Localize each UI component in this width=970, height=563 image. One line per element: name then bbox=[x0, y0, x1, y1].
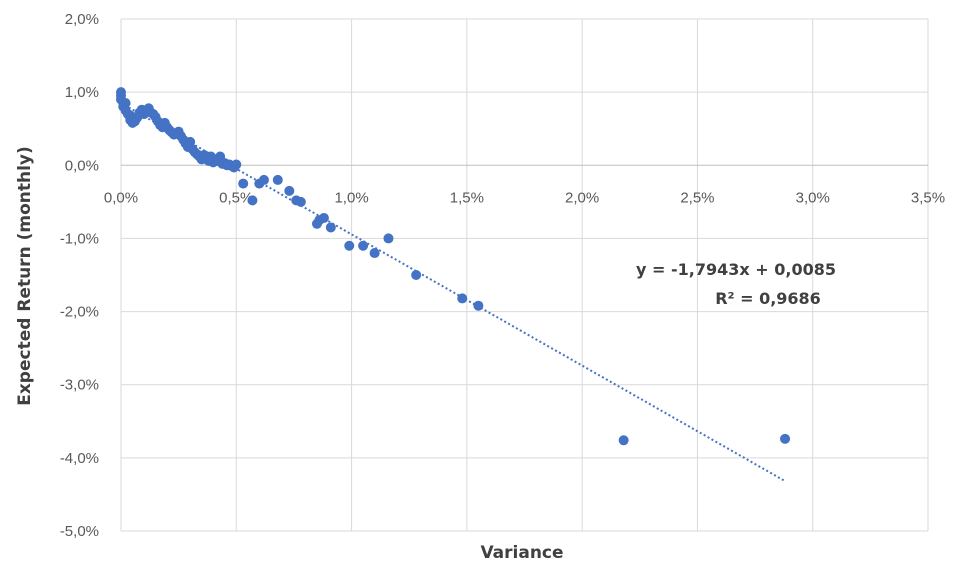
gridlines bbox=[120, 18, 929, 532]
y-tick-label: 0,0% bbox=[65, 157, 99, 174]
data-point bbox=[318, 212, 329, 223]
data-point bbox=[284, 185, 295, 196]
data-point bbox=[369, 248, 380, 259]
y-tick-label: 1,0% bbox=[65, 84, 99, 101]
y-tick-label: -4,0% bbox=[60, 450, 99, 467]
trendline-r2: R² = 0,9686 bbox=[715, 289, 821, 308]
x-tick-label: 1,5% bbox=[450, 189, 484, 206]
x-tick-label: 3,5% bbox=[911, 189, 945, 206]
x-tick-label: 1,0% bbox=[334, 189, 368, 206]
data-point bbox=[383, 233, 394, 244]
x-tick-labels: 0,0% 0,5% 1,0% 1,5% 2,0% 2,5% 3,0% 3,5% bbox=[104, 189, 945, 206]
x-tick-label: 2,0% bbox=[565, 189, 599, 206]
data-point bbox=[258, 174, 269, 185]
data-point bbox=[358, 240, 369, 251]
y-tick-label: -5,0% bbox=[60, 523, 99, 540]
x-axis-title: Variance bbox=[480, 543, 563, 563]
data-point bbox=[457, 293, 468, 304]
data-point bbox=[120, 98, 131, 109]
data-point bbox=[618, 435, 629, 446]
x-tick-label: 3,0% bbox=[796, 189, 830, 206]
y-tick-label: -2,0% bbox=[60, 304, 99, 321]
x-tick-label: 2,5% bbox=[680, 189, 714, 206]
data-point bbox=[247, 195, 258, 206]
x-tick-label: 0,5% bbox=[219, 189, 253, 206]
y-axis-title: Expected Return (monthly) bbox=[15, 146, 35, 406]
y-tick-labels: 2,0% 1,0% 0,0% -1,0% -2,0% -3,0% -4,0% -5,0% bbox=[60, 11, 99, 540]
data-point bbox=[238, 178, 249, 189]
y-tick-label: -1,0% bbox=[60, 230, 99, 247]
data-point bbox=[411, 270, 422, 280]
data-point bbox=[231, 159, 242, 170]
x-tick-label: 0,0% bbox=[104, 189, 138, 206]
data-point bbox=[344, 240, 355, 251]
data-point bbox=[473, 300, 484, 311]
data-points bbox=[116, 87, 791, 446]
data-point bbox=[780, 433, 791, 444]
trendline-equation: y = -1,7943x + 0,0085 bbox=[636, 260, 836, 279]
y-tick-label: -3,0% bbox=[60, 377, 99, 394]
data-point bbox=[272, 174, 283, 185]
data-point bbox=[325, 222, 336, 233]
data-point bbox=[295, 196, 306, 207]
y-tick-label: 2,0% bbox=[65, 11, 99, 28]
